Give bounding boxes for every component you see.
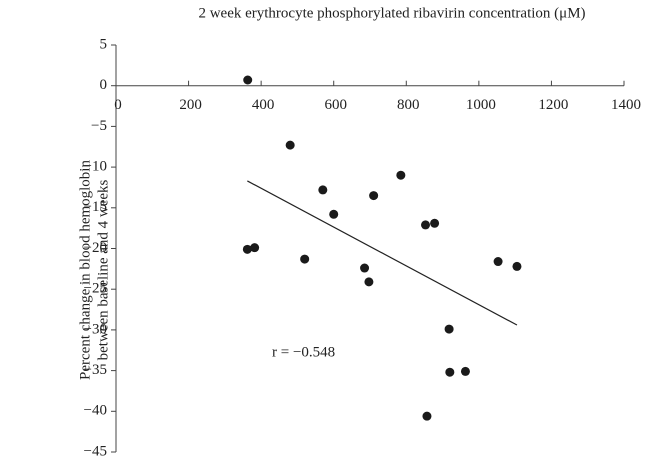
point	[445, 367, 455, 377]
y-tick-label: −25	[84, 281, 107, 297]
x-tick-label: 1000	[466, 97, 496, 113]
point	[430, 218, 440, 228]
point	[422, 411, 432, 421]
x-tick-label: 0	[114, 97, 122, 113]
chart-title: 2 week erythrocyte phosphorylated ribavi…	[198, 5, 585, 21]
point	[360, 263, 370, 273]
x-tick-label: 200	[179, 97, 202, 113]
y-tick-label: −20	[84, 240, 107, 256]
point	[493, 257, 503, 267]
y-axis-label: Percent change in blood hemoglobin	[77, 160, 93, 380]
point	[329, 209, 339, 219]
point	[242, 244, 252, 254]
y-tick-label: −45	[84, 443, 107, 459]
point	[512, 261, 522, 271]
y-tick-label: 0	[100, 77, 108, 93]
x-tick-label: 800	[397, 97, 420, 113]
point	[285, 140, 295, 150]
point	[460, 366, 470, 376]
y-tick-label: −10	[84, 159, 107, 175]
point	[444, 324, 454, 334]
y-tick-label: −40	[84, 403, 107, 419]
y-tick-label: −15	[84, 199, 107, 215]
point	[318, 185, 328, 195]
point	[396, 170, 406, 180]
annotation: r = −0.548	[272, 344, 335, 360]
point	[250, 243, 260, 253]
y-axis-label: between baseline and 4 weeks	[95, 179, 111, 360]
point	[364, 277, 374, 287]
x-tick-label: 1400	[611, 97, 641, 113]
y-tick-label: 5	[100, 36, 108, 52]
trendline	[247, 180, 518, 326]
x-tick-label: 400	[252, 97, 275, 113]
point	[243, 75, 253, 85]
x-tick-label: 600	[324, 97, 347, 113]
x-tick-label: 1200	[538, 97, 568, 113]
y-tick-label: −30	[84, 321, 107, 337]
y-tick-label: −5	[91, 118, 107, 134]
point	[421, 220, 431, 230]
point	[369, 191, 379, 201]
y-tick-label: −35	[84, 362, 107, 378]
point	[300, 254, 310, 264]
